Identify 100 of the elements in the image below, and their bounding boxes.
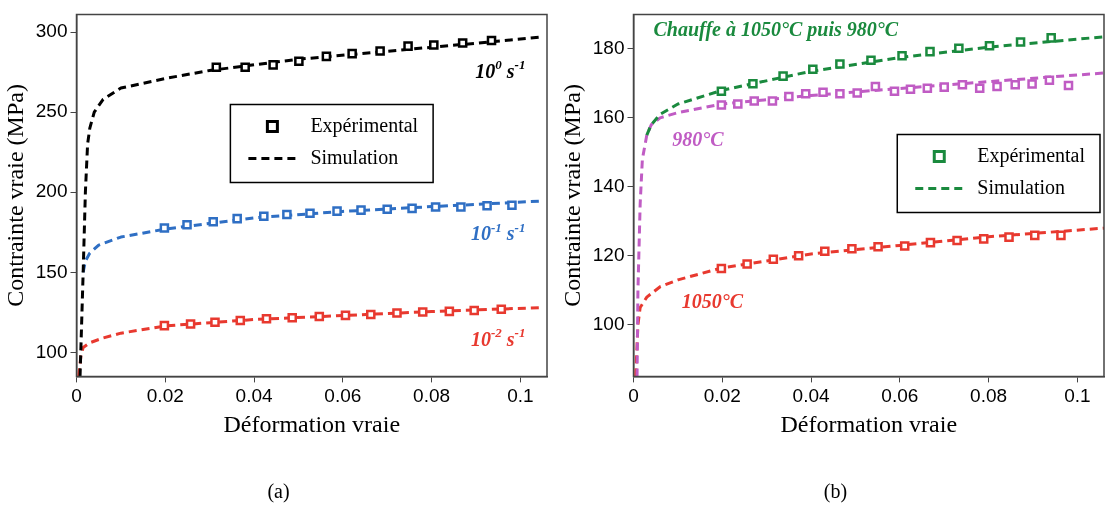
- point: [210, 317, 220, 328]
- point: [873, 241, 883, 252]
- point: [232, 213, 242, 224]
- point: [925, 237, 936, 248]
- y-axis-title: Contrainte vraie (MPa): [1, 84, 28, 307]
- point: [733, 99, 743, 109]
- x-tick-label: 0.08: [413, 385, 451, 407]
- point: [742, 259, 752, 269]
- point: [820, 246, 830, 257]
- point: [1027, 79, 1037, 89]
- point: [259, 211, 269, 222]
- point: [375, 46, 385, 56]
- point: [356, 205, 366, 215]
- y-tick-label: 200: [35, 180, 68, 202]
- point: [974, 83, 985, 93]
- x-axis-title: Déformation vraie: [223, 410, 401, 437]
- point: [208, 216, 218, 227]
- legend-label: Expérimental: [977, 143, 1086, 167]
- y-axis-title: Contrainte vraie (MPa): [558, 84, 585, 307]
- point: [294, 56, 304, 66]
- x-tick-label: 0.04: [235, 385, 273, 407]
- point: [261, 313, 272, 324]
- point: [392, 308, 402, 318]
- point: [793, 250, 804, 261]
- point: [417, 307, 428, 317]
- text: (a): [266, 480, 291, 503]
- x-tick-label: 0.02: [703, 385, 741, 407]
- point: [268, 60, 278, 70]
- point: [403, 41, 413, 51]
- x-tick-label: 0: [628, 385, 639, 407]
- text: (b): [822, 480, 849, 503]
- y-tick-label: 140: [592, 175, 625, 197]
- point: [182, 219, 192, 230]
- point: [314, 311, 325, 322]
- point: [992, 81, 1002, 92]
- point: [240, 62, 250, 73]
- x-tick-label: 0.02: [146, 385, 184, 407]
- point: [496, 304, 507, 315]
- y-tick-label: 160: [592, 106, 625, 128]
- x-tick-label: 0.06: [324, 385, 362, 407]
- point: [347, 48, 357, 59]
- point: [235, 315, 246, 326]
- y-tick-label: 250: [35, 100, 68, 122]
- point: [847, 244, 857, 254]
- point: [1044, 75, 1055, 86]
- annotation: 1050°C: [681, 289, 744, 312]
- x-tick-label: 0.06: [881, 385, 919, 407]
- point: [957, 79, 968, 90]
- point: [889, 86, 900, 97]
- point: [784, 91, 794, 102]
- point: [1029, 230, 1040, 241]
- point: [430, 202, 441, 212]
- point: [800, 88, 811, 99]
- point: [382, 204, 392, 215]
- point: [716, 100, 727, 110]
- point: [778, 71, 788, 81]
- point: [978, 234, 989, 244]
- point: [1010, 79, 1021, 90]
- point: [767, 96, 778, 106]
- x-tick-label: 0.04: [792, 385, 830, 407]
- point: [340, 310, 351, 321]
- point: [159, 223, 170, 233]
- point: [922, 83, 933, 93]
- point: [486, 35, 497, 46]
- x-tick-label: 0.1: [507, 385, 534, 407]
- point: [185, 319, 196, 329]
- legend-label: Simulation: [977, 175, 1066, 198]
- point: [211, 62, 222, 73]
- point: [952, 235, 962, 246]
- point: [768, 254, 779, 264]
- point: [305, 208, 315, 218]
- point: [1056, 230, 1066, 241]
- point: [870, 81, 881, 92]
- point: [925, 46, 935, 57]
- y-tick-label: 100: [592, 312, 625, 334]
- point: [332, 206, 342, 216]
- y-tick-label: 100: [35, 340, 68, 362]
- point: [507, 200, 517, 210]
- point: [1046, 33, 1056, 43]
- point: [749, 96, 760, 106]
- point: [939, 82, 949, 92]
- point: [444, 306, 455, 317]
- point: [716, 263, 727, 274]
- point: [321, 51, 332, 62]
- point: [852, 88, 862, 98]
- point: [808, 64, 818, 74]
- point: [287, 312, 298, 323]
- point: [748, 78, 758, 89]
- point: [469, 305, 479, 316]
- x-tick-label: 0.08: [970, 385, 1008, 407]
- y-tick-label: 150: [35, 260, 68, 282]
- point: [866, 55, 876, 66]
- legend-label: Expérimental: [310, 113, 419, 137]
- y-tick-label: 180: [592, 37, 625, 59]
- point: [457, 38, 468, 48]
- point: [456, 202, 466, 212]
- point: [905, 84, 916, 94]
- point: [1063, 80, 1074, 91]
- point: [1004, 232, 1014, 242]
- point: [716, 86, 727, 97]
